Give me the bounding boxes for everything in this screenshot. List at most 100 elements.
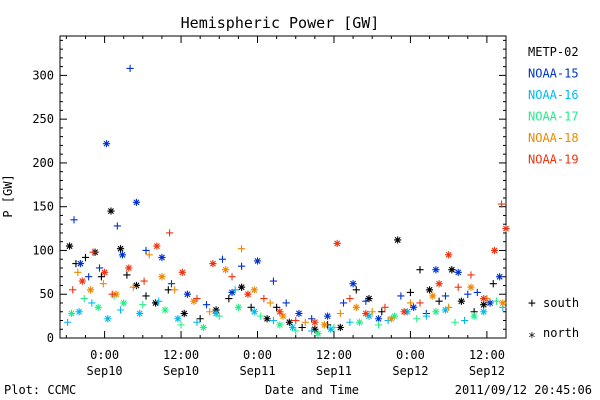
north-point — [400, 308, 408, 316]
north-point — [244, 290, 252, 298]
south-point — [228, 273, 236, 281]
north-point — [467, 283, 475, 291]
north-point — [355, 318, 364, 326]
south-point — [441, 292, 450, 300]
y-tick-label: 150 — [32, 200, 54, 214]
north-point — [394, 236, 402, 244]
north-point — [174, 315, 182, 323]
y-tick-label: 300 — [32, 68, 54, 82]
south-point — [406, 299, 415, 307]
north-point — [65, 242, 74, 250]
south-point — [165, 229, 174, 237]
north-point — [253, 257, 262, 265]
north-point — [320, 321, 329, 329]
y-tick-label: 50 — [40, 287, 54, 301]
marker-legend-symbol: + — [528, 296, 536, 311]
y-tick-label: 250 — [32, 112, 54, 126]
x-tick-date-label: Sep10 — [87, 364, 123, 378]
south-point — [330, 323, 338, 332]
south-point — [346, 318, 354, 326]
legend-item-noaa-18: NOAA-18 — [528, 131, 579, 145]
north-point — [222, 266, 230, 274]
south-point — [467, 271, 475, 279]
north-point — [480, 301, 488, 309]
legend-item-noaa-17: NOAA-17 — [528, 110, 579, 124]
data-points — [64, 64, 510, 338]
north-point — [387, 315, 395, 323]
south-point — [292, 327, 300, 335]
x-axis-label: Date and Time — [265, 383, 359, 397]
north-point — [132, 281, 141, 290]
north-point — [237, 283, 246, 291]
north-point — [136, 309, 144, 318]
north-point — [480, 308, 488, 316]
south-point — [298, 323, 306, 332]
north-point — [295, 309, 303, 318]
y-tick-label: 100 — [32, 243, 54, 257]
south-point — [171, 286, 179, 294]
south-point — [460, 316, 469, 325]
north-point — [448, 266, 456, 274]
south-point — [397, 292, 405, 300]
north-point — [499, 299, 507, 307]
south-point — [81, 253, 90, 262]
north-point — [120, 299, 128, 307]
north-point — [336, 323, 344, 332]
south-point — [384, 316, 392, 325]
marker-legend: + south * north — [528, 296, 579, 346]
south-point — [69, 286, 77, 294]
south-point — [215, 312, 223, 320]
south-point — [445, 303, 453, 311]
north-point — [311, 318, 319, 326]
north-point — [432, 266, 440, 274]
north-point — [263, 315, 271, 323]
y-axis: 0 50 100 150 200 250 300 — [32, 39, 506, 345]
north-point — [151, 299, 160, 307]
north-point — [199, 323, 207, 332]
north-point — [470, 312, 478, 320]
north-point — [349, 280, 357, 288]
north-point — [276, 321, 284, 329]
south-point — [108, 290, 116, 298]
marker-legend-symbol: * — [528, 331, 536, 346]
south-point — [381, 303, 389, 311]
north-point — [365, 295, 373, 303]
south-point — [362, 297, 370, 305]
north-point — [125, 264, 133, 272]
south-point — [74, 268, 82, 276]
north-point — [118, 251, 127, 259]
x-tick-time-label: 12:00 — [316, 348, 352, 362]
north-point — [285, 318, 293, 326]
south-point — [451, 318, 459, 326]
south-point — [164, 286, 172, 294]
north-point — [490, 246, 499, 255]
south-point — [99, 280, 107, 288]
south-point — [422, 312, 430, 320]
x-tick-time-label: 12:00 — [469, 348, 505, 362]
south-point — [64, 318, 72, 326]
north-point — [102, 140, 111, 148]
south-point — [273, 303, 281, 311]
south-point — [139, 301, 147, 309]
plot-credit: Plot: CCMC — [4, 383, 76, 397]
north-point — [324, 312, 332, 320]
north-point — [425, 286, 434, 294]
north-point — [107, 207, 115, 215]
south-point — [237, 245, 246, 253]
north-point — [209, 259, 217, 268]
series-noaa-18 — [74, 245, 507, 329]
north-point — [234, 303, 242, 311]
north-point — [496, 273, 504, 281]
series-noaa-17 — [67, 292, 501, 338]
north-point — [352, 303, 360, 311]
south-point — [218, 255, 227, 263]
south-point — [97, 273, 106, 281]
north-point — [457, 297, 465, 305]
south-point — [155, 297, 163, 305]
north-point — [180, 309, 188, 318]
north-point — [435, 280, 443, 288]
north-point — [327, 325, 335, 333]
series-noaa-15 — [70, 64, 504, 323]
north-point — [390, 312, 399, 320]
